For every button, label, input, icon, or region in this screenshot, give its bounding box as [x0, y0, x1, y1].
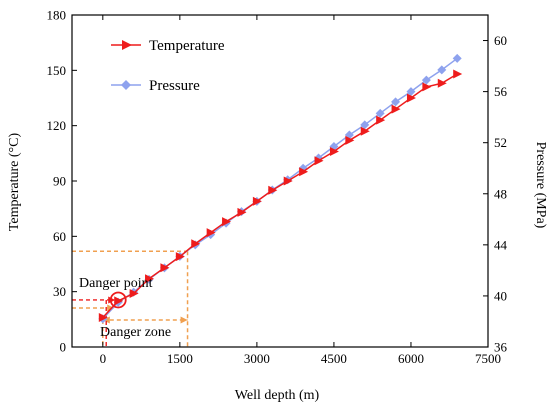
series-temperature	[98, 69, 463, 322]
y-left-tick-label: 30	[53, 284, 66, 299]
legend: Temperature Pressure	[111, 38, 225, 94]
temperature-point	[160, 263, 170, 273]
legend-item-temperature: Temperature	[111, 38, 225, 54]
temperature-point	[98, 312, 108, 322]
tick-layer: 0 1500 3000 4500 6000 7500 0 30 60 90 120 150 180 36 4…	[47, 8, 508, 367]
y-right-tick-label: 36	[494, 340, 508, 355]
legend-label-pressure: Pressure	[149, 78, 200, 94]
temperature-point	[222, 217, 232, 227]
y-left-tick-label: 60	[53, 229, 66, 244]
temperature-point	[376, 115, 386, 125]
temperature-point	[314, 156, 324, 166]
y-axis-title-left: Temperature (°C)	[7, 133, 22, 232]
danger-zone-arrowhead-right	[180, 316, 188, 324]
temperature-point	[329, 146, 339, 156]
temperature-point	[391, 104, 401, 114]
temperature-point	[283, 176, 293, 186]
annotations: Danger point Danger zone	[79, 276, 171, 340]
danger-zone-arrowhead-left	[102, 316, 110, 324]
y-left-tick-label: 0	[60, 340, 67, 355]
temperature-point	[422, 82, 432, 92]
danger-zone-label: Danger zone	[100, 325, 171, 340]
temperature-point	[299, 167, 309, 177]
y-left-tick-label: 120	[47, 118, 67, 133]
temperature-point	[268, 185, 278, 195]
danger-point-label: Danger point	[79, 276, 153, 291]
temperature-point	[437, 78, 447, 88]
y-left-tick-label: 150	[47, 63, 67, 78]
y-right-tick-label: 52	[494, 135, 507, 150]
legend-label-temperature: Temperature	[149, 38, 225, 54]
pressure-point	[437, 65, 447, 75]
temperature-point	[453, 69, 463, 79]
temperature-point	[237, 207, 247, 217]
series-line-temperature	[102, 73, 458, 318]
legend-marker-temperature	[122, 40, 132, 50]
x-tick-label: 0	[100, 351, 107, 366]
x-tick-label: 1500	[167, 351, 193, 366]
plot-border	[71, 14, 489, 348]
y-right-tick-label: 44	[494, 237, 508, 252]
x-tick-label: 7500	[475, 351, 501, 366]
series-layer	[98, 53, 463, 324]
pressure-point	[406, 87, 416, 97]
temperature-point	[145, 274, 155, 284]
temperature-point	[114, 296, 124, 306]
legend-marker-pressure	[121, 80, 131, 90]
pressure-point	[421, 75, 431, 85]
temperature-point	[206, 228, 216, 238]
danger-temperature-arrowhead	[108, 296, 116, 304]
temperature-point	[129, 289, 139, 299]
temperature-point	[191, 239, 201, 249]
temperature-point	[175, 252, 185, 262]
pressure-point	[360, 120, 370, 130]
y-left-tick-label: 180	[47, 8, 67, 23]
y-right-tick-label: 48	[494, 186, 507, 201]
pressure-point	[391, 97, 401, 107]
y-right-tick-label: 40	[494, 288, 507, 303]
y-right-tick-label: 60	[494, 33, 507, 48]
danger-point-circle	[109, 291, 127, 309]
series-line-pressure	[102, 57, 458, 320]
plot-frame	[71, 14, 489, 348]
temperature-point	[360, 126, 370, 136]
pressure-point	[452, 53, 462, 63]
temperature-point	[345, 135, 355, 145]
y-right-tick-label: 56	[494, 84, 508, 99]
y-left-tick-label: 90	[53, 174, 66, 189]
x-tick-label: 6000	[398, 351, 424, 366]
y-axis-title-right: Pressure (MPa)	[533, 142, 548, 229]
temperature-point	[406, 93, 416, 103]
temperature-point	[252, 196, 262, 206]
x-tick-label: 4500	[321, 351, 347, 366]
x-tick-label: 3000	[244, 351, 270, 366]
x-axis-title: Well depth (m)	[235, 388, 320, 403]
legend-item-pressure: Pressure	[111, 78, 200, 94]
pressure-point	[375, 108, 385, 118]
